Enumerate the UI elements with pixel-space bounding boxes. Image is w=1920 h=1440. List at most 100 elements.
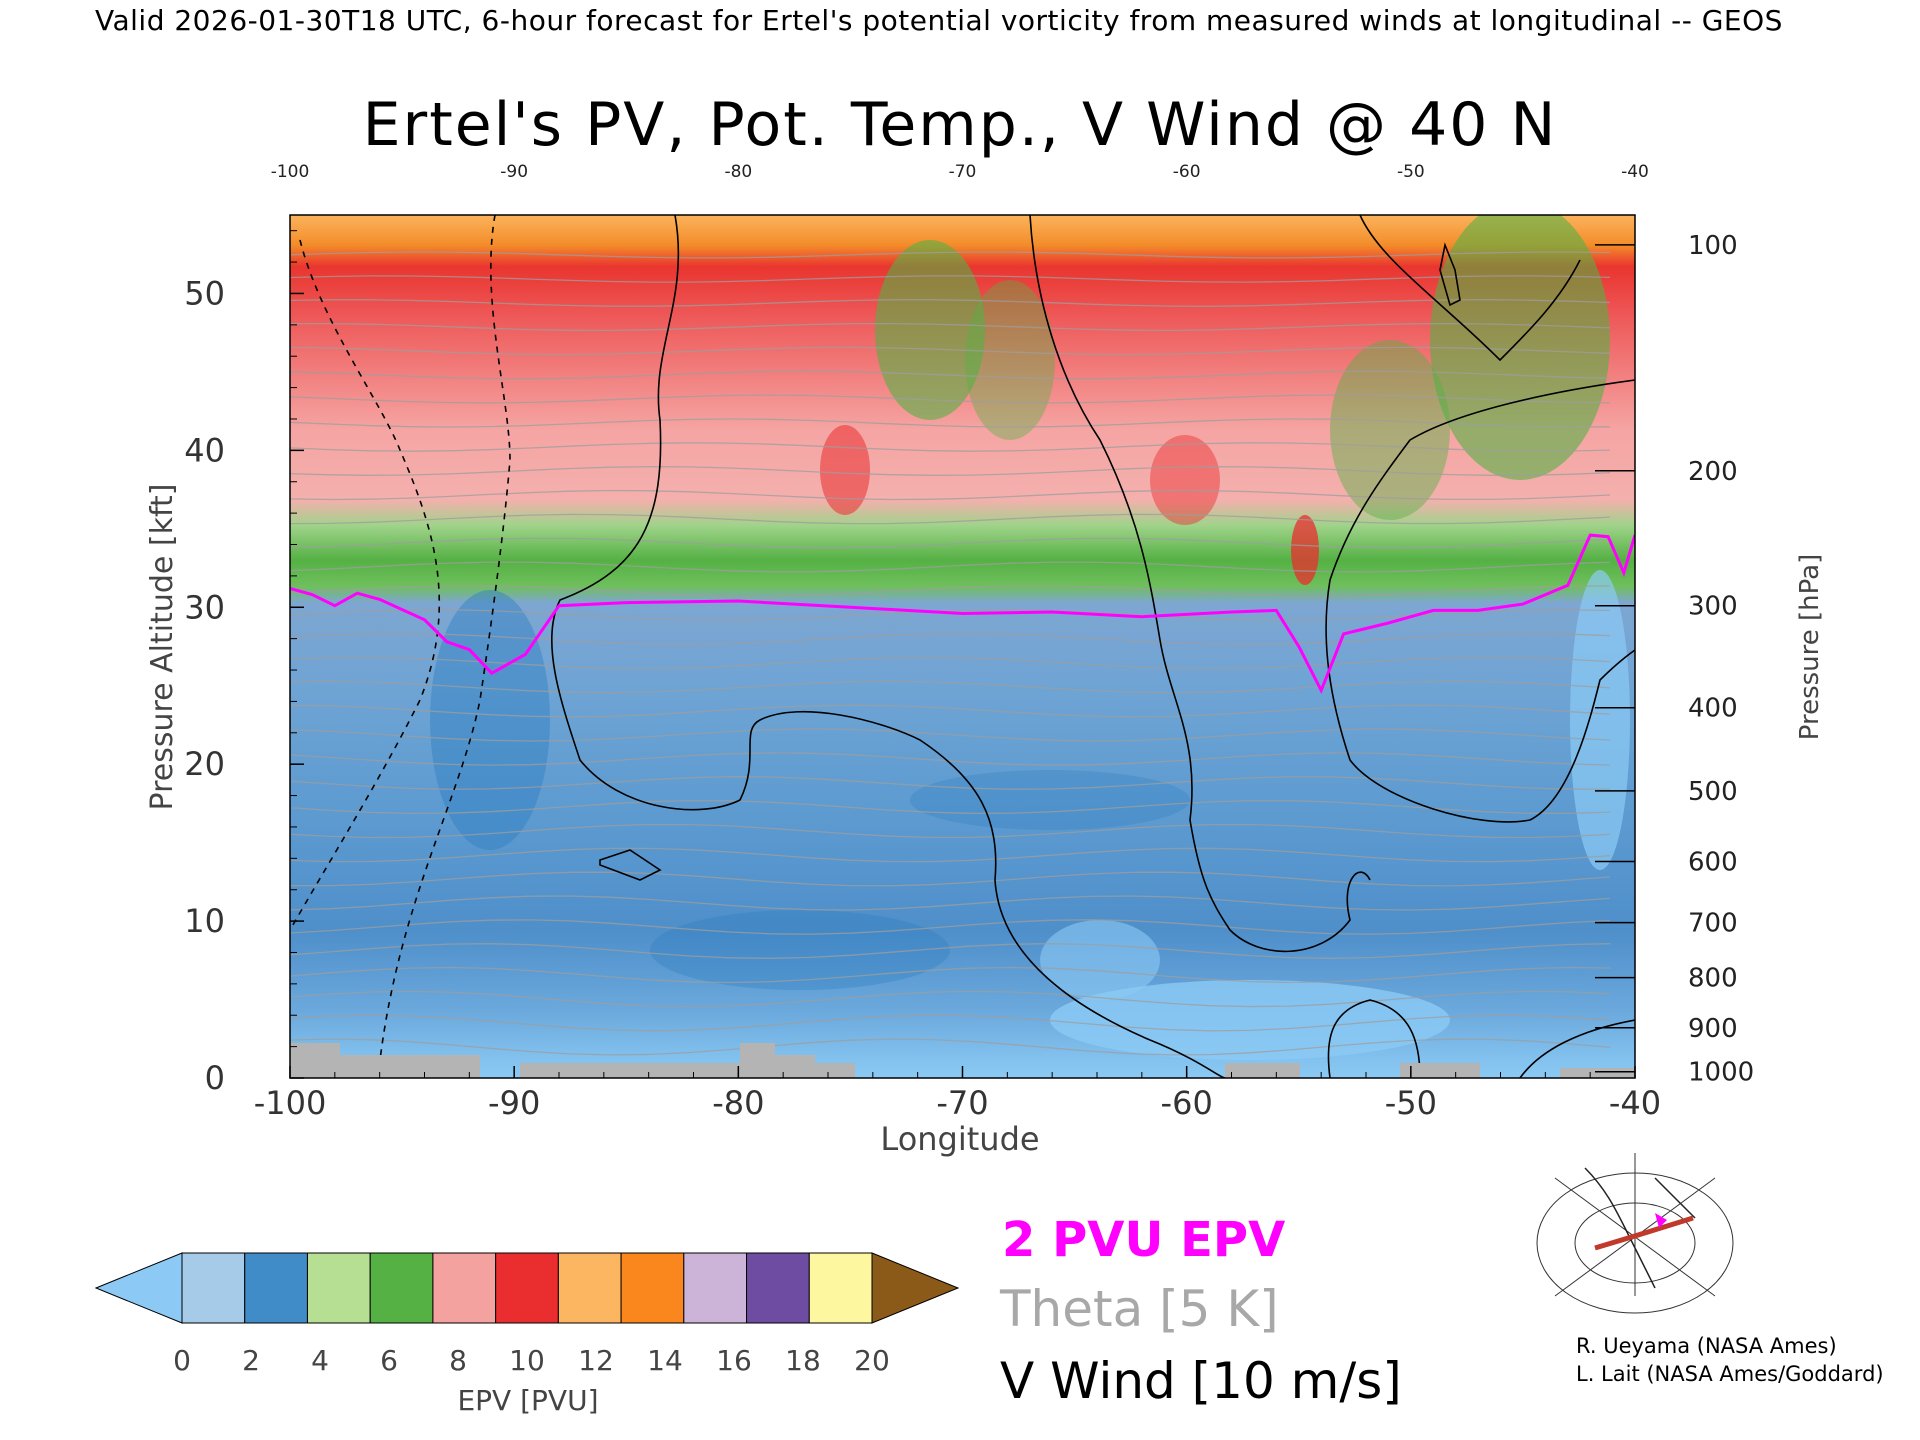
top-x-tick-label: -80 bbox=[724, 162, 752, 182]
pressure-tick-label: 1000 bbox=[1688, 1058, 1754, 1088]
x-tick-label: -50 bbox=[1385, 1084, 1437, 1122]
red-blob bbox=[820, 425, 870, 515]
pressure-tick-label: 700 bbox=[1688, 909, 1738, 939]
colorbar-tick-label: 12 bbox=[578, 1344, 614, 1377]
x-tick-label: -70 bbox=[936, 1084, 988, 1122]
green-blob bbox=[1330, 340, 1450, 520]
colorbar-tick-label: 8 bbox=[449, 1344, 467, 1377]
x-tick-label: -100 bbox=[254, 1084, 327, 1122]
theta-contour bbox=[290, 537, 1611, 549]
theta-contour bbox=[290, 728, 1611, 742]
colorbar-label: EPV [PVU] bbox=[457, 1384, 598, 1417]
dark-blue-blob bbox=[430, 590, 550, 850]
vwind-contour bbox=[1327, 999, 1421, 1078]
colorbar-tick-label: 2 bbox=[242, 1344, 260, 1377]
x-tick-label: -60 bbox=[1161, 1084, 1213, 1122]
legend-vwind: V Wind [10 m/s] bbox=[1000, 1352, 1402, 1410]
y-tick-label: 30 bbox=[184, 588, 225, 626]
colorbar-segment bbox=[369, 1252, 434, 1324]
legend-epv: 2 PVU EPV bbox=[1002, 1212, 1286, 1268]
colorbar-segment bbox=[244, 1252, 308, 1324]
pressure-axis: 100 200 300 400 500 600 700 800 900 1000 bbox=[1595, 231, 1754, 1088]
colorbar-segment bbox=[306, 1252, 371, 1324]
theta-contour bbox=[290, 752, 1611, 766]
x-tick-label: -80 bbox=[712, 1084, 764, 1122]
vwind-contour bbox=[599, 849, 662, 881]
theta-contour bbox=[290, 299, 1611, 307]
colorbar-segment bbox=[181, 1252, 246, 1324]
credit-line-1: R. Ueyama (NASA Ames) bbox=[1576, 1334, 1837, 1358]
theta-contour bbox=[290, 370, 1611, 380]
pressure-tick-label: 100 bbox=[1688, 231, 1738, 261]
pressure-tick-label: 800 bbox=[1688, 964, 1738, 994]
theta-contour bbox=[290, 966, 1611, 984]
vwind-ten-contour bbox=[1029, 215, 1371, 953]
theta-contour bbox=[290, 823, 1611, 839]
vwind-contour bbox=[1519, 1019, 1635, 1078]
top-x-tick-label: -90 bbox=[500, 162, 528, 182]
red-blob bbox=[1291, 515, 1319, 585]
colorbar-tick-label: 4 bbox=[311, 1344, 329, 1377]
colorbar-segment bbox=[432, 1252, 497, 1324]
vwind-zero-contour bbox=[550, 215, 1226, 1078]
credit-line-2: L. Lait (NASA Ames/Goddard) bbox=[1576, 1362, 1884, 1386]
theta-contour bbox=[290, 704, 1611, 718]
theta-contour bbox=[290, 776, 1611, 790]
y-tick-label: 20 bbox=[184, 745, 225, 783]
theta-contour bbox=[290, 322, 1611, 332]
red-blob bbox=[1150, 435, 1220, 525]
pressure-tick-label: 900 bbox=[1688, 1014, 1738, 1044]
colorbar-tick-label: 16 bbox=[716, 1344, 752, 1377]
pv2-tropopause-line bbox=[290, 533, 1635, 695]
theta-contour bbox=[290, 346, 1611, 356]
theta-contour bbox=[290, 990, 1611, 1008]
theta-contour bbox=[290, 943, 1611, 959]
y-tick-label: 0 bbox=[205, 1059, 225, 1097]
colorbar-tick-label: 0 bbox=[173, 1344, 191, 1377]
dark-blue-blob bbox=[650, 910, 950, 990]
top-x-tick-label: -40 bbox=[1621, 162, 1649, 182]
green-blob bbox=[965, 280, 1055, 440]
chart-title: Ertel's PV, Pot. Temp., V Wind @ 40 N bbox=[362, 90, 1558, 160]
theta-contour bbox=[290, 251, 1611, 259]
colorbar-tick-label: 6 bbox=[380, 1344, 398, 1377]
theta-contour bbox=[290, 799, 1611, 815]
theta-contour bbox=[290, 275, 1611, 283]
y-tick-label: 50 bbox=[184, 274, 225, 312]
pressure-axis-label: Pressure [hPa] bbox=[1795, 554, 1825, 741]
theta-contour bbox=[290, 919, 1611, 935]
theta-contour bbox=[290, 1038, 1611, 1056]
light-blue-blob bbox=[1040, 920, 1160, 1000]
header-valid-text: Valid 2026-01-30T18 UTC, 6-hour forecast… bbox=[95, 4, 1783, 37]
x-tick-label: -90 bbox=[488, 1084, 540, 1122]
pressure-tick-label: 500 bbox=[1688, 777, 1738, 807]
pressure-tick-label: 400 bbox=[1688, 694, 1738, 724]
vwind-contour bbox=[1359, 215, 1581, 362]
theta-contour bbox=[290, 847, 1611, 863]
pressure-tick-label: 600 bbox=[1688, 847, 1738, 877]
theta-contour bbox=[290, 394, 1611, 404]
y-axis: 0 10 20 30 40 50 bbox=[184, 230, 304, 1097]
dark-blue-blob bbox=[910, 770, 1190, 830]
top-x-tick-label: -70 bbox=[949, 162, 977, 182]
y-tick-label: 10 bbox=[184, 902, 225, 940]
colorbar-segment bbox=[683, 1252, 748, 1324]
vwind-contours bbox=[290, 215, 1635, 1078]
top-x-tick-label: -100 bbox=[271, 162, 310, 182]
y-axis-label: Pressure Altitude [kft] bbox=[145, 484, 180, 811]
legend-theta: Theta [5 K] bbox=[1000, 1280, 1279, 1338]
light-blue-blob bbox=[1570, 570, 1630, 870]
y-tick-label: 40 bbox=[184, 431, 225, 469]
theta-contour bbox=[290, 871, 1611, 887]
theta-contour bbox=[290, 585, 1611, 597]
colorbar-segment bbox=[746, 1252, 810, 1324]
colorbar-segment bbox=[495, 1252, 559, 1324]
vwind-contour bbox=[1325, 379, 1635, 823]
theta-contour bbox=[290, 561, 1611, 573]
theta-contour bbox=[290, 632, 1611, 646]
colorbar-under-arrow bbox=[94, 1252, 183, 1324]
vwind-dashed-contour bbox=[290, 239, 441, 931]
colorbar-tick-label: 14 bbox=[647, 1344, 683, 1377]
vwind-contour bbox=[1439, 242, 1461, 307]
